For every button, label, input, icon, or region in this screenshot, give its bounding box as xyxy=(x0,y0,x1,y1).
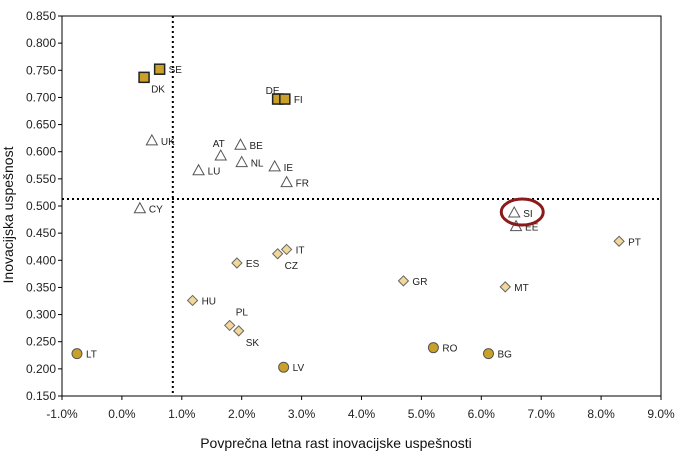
point-pt-label: PT xyxy=(628,237,641,248)
point-pl-label: PL xyxy=(236,307,249,318)
point-ie-marker xyxy=(268,159,281,172)
y-tick-label: 0.750 xyxy=(26,63,56,77)
highlight-ellipse xyxy=(499,197,545,227)
point-ie-label: IE xyxy=(284,163,294,174)
point-fi-label: FI xyxy=(294,95,303,106)
point-es-marker xyxy=(231,257,243,269)
x-tick-label: 3.0% xyxy=(288,407,316,421)
point-bg-label: BG xyxy=(497,350,512,361)
point-cy-marker xyxy=(133,201,147,214)
x-tick-label: -1.0% xyxy=(46,407,78,421)
y-axis: 0.150 0.200 0.250 0.300 0.350 0.400 0.450 0.500… xyxy=(26,9,62,403)
x-tick-label: 8.0% xyxy=(587,407,615,421)
y-tick-label: 0.350 xyxy=(26,280,56,294)
point-lv-marker xyxy=(278,361,290,373)
x-tick-label: 4.0% xyxy=(348,407,376,421)
y-axis-title: Inovacijska uspešnost xyxy=(0,146,16,283)
y-tick-label: 0.700 xyxy=(26,90,56,104)
x-tick-label: 7.0% xyxy=(528,407,556,421)
point-nl-label: NL xyxy=(251,159,264,170)
point-dk-label: DK xyxy=(151,84,165,95)
highlight-layer xyxy=(499,197,545,227)
point-bg-marker xyxy=(482,348,494,360)
point-gr-label: GR xyxy=(412,277,427,288)
point-uk-marker xyxy=(145,133,159,146)
point-ro-label: RO xyxy=(442,344,457,355)
y-tick-label: 0.400 xyxy=(26,253,56,267)
y-tick-label: 0.450 xyxy=(26,226,56,240)
point-si-label: SI xyxy=(523,209,532,220)
point-lt-label: LT xyxy=(86,350,97,361)
point-hu-marker xyxy=(186,294,199,307)
point-nl-marker xyxy=(235,155,249,168)
y-tick-label: 0.300 xyxy=(26,308,56,322)
y-tick-label: 0.850 xyxy=(26,9,56,23)
point-lt-marker xyxy=(71,348,83,360)
y-tick-label: 0.500 xyxy=(26,199,56,213)
point-fr-marker xyxy=(280,175,293,188)
y-tick-label: 0.650 xyxy=(26,118,56,132)
x-tick-label: 2.0% xyxy=(228,407,256,421)
y-tick-label: 0.600 xyxy=(26,145,56,159)
point-ro-marker xyxy=(427,342,439,354)
point-at-label: AT xyxy=(213,139,225,150)
point-dk-marker xyxy=(138,71,150,84)
point-pl-marker xyxy=(224,319,236,332)
point-fi-marker xyxy=(279,93,291,105)
x-tick-label: 9.0% xyxy=(647,407,675,421)
point-gr-marker xyxy=(397,275,410,287)
point-ee-label: EE xyxy=(525,223,539,234)
point-it-label: IT xyxy=(296,245,305,256)
x-axis: -1.0% 0.0% 1.0% 2.0% 3.0% 4.0% 5.0% 6.0% 7.0% 8.0… xyxy=(46,396,675,421)
point-mt-marker xyxy=(499,281,511,293)
point-fr-label: FR xyxy=(296,179,309,190)
point-cz-marker xyxy=(271,248,284,260)
point-cz-label: CZ xyxy=(285,261,298,272)
point-be-marker xyxy=(234,138,247,150)
data-points xyxy=(71,63,625,373)
y-tick-label: 0.200 xyxy=(26,362,56,376)
point-se-label: SE xyxy=(169,65,183,76)
point-hu-label: HU xyxy=(202,296,216,307)
point-si-marker xyxy=(507,206,521,218)
point-pt-marker xyxy=(613,235,625,247)
x-tick-label: 5.0% xyxy=(408,407,436,421)
x-tick-label: 0.0% xyxy=(108,407,136,421)
point-it-marker xyxy=(280,243,293,256)
point-mt-label: MT xyxy=(514,283,528,294)
point-cy-label: CY xyxy=(149,205,163,216)
point-lv-label: LV xyxy=(293,363,305,374)
point-lu-label: LU xyxy=(208,167,221,178)
point-at-marker xyxy=(214,149,228,161)
point-se-marker xyxy=(153,63,166,75)
x-tick-label: 6.0% xyxy=(468,407,496,421)
reference-lines xyxy=(62,16,661,396)
point-sk-marker xyxy=(232,325,245,337)
point-sk-label: SK xyxy=(246,338,260,349)
y-tick-label: 0.250 xyxy=(26,335,56,349)
point-lu-marker xyxy=(192,163,205,176)
x-axis-title: Povprečna letna rast inovacijske uspešno… xyxy=(200,435,472,451)
point-be-label: BE xyxy=(250,141,264,152)
x-tick-label: 1.0% xyxy=(168,407,196,421)
y-tick-label: 0.550 xyxy=(26,172,56,186)
point-de-label: DE xyxy=(266,86,280,97)
y-tick-label: 0.800 xyxy=(26,36,56,50)
point-uk-label: UK xyxy=(161,137,175,148)
y-tick-label: 0.150 xyxy=(26,389,56,403)
point-es-label: ES xyxy=(246,259,260,270)
